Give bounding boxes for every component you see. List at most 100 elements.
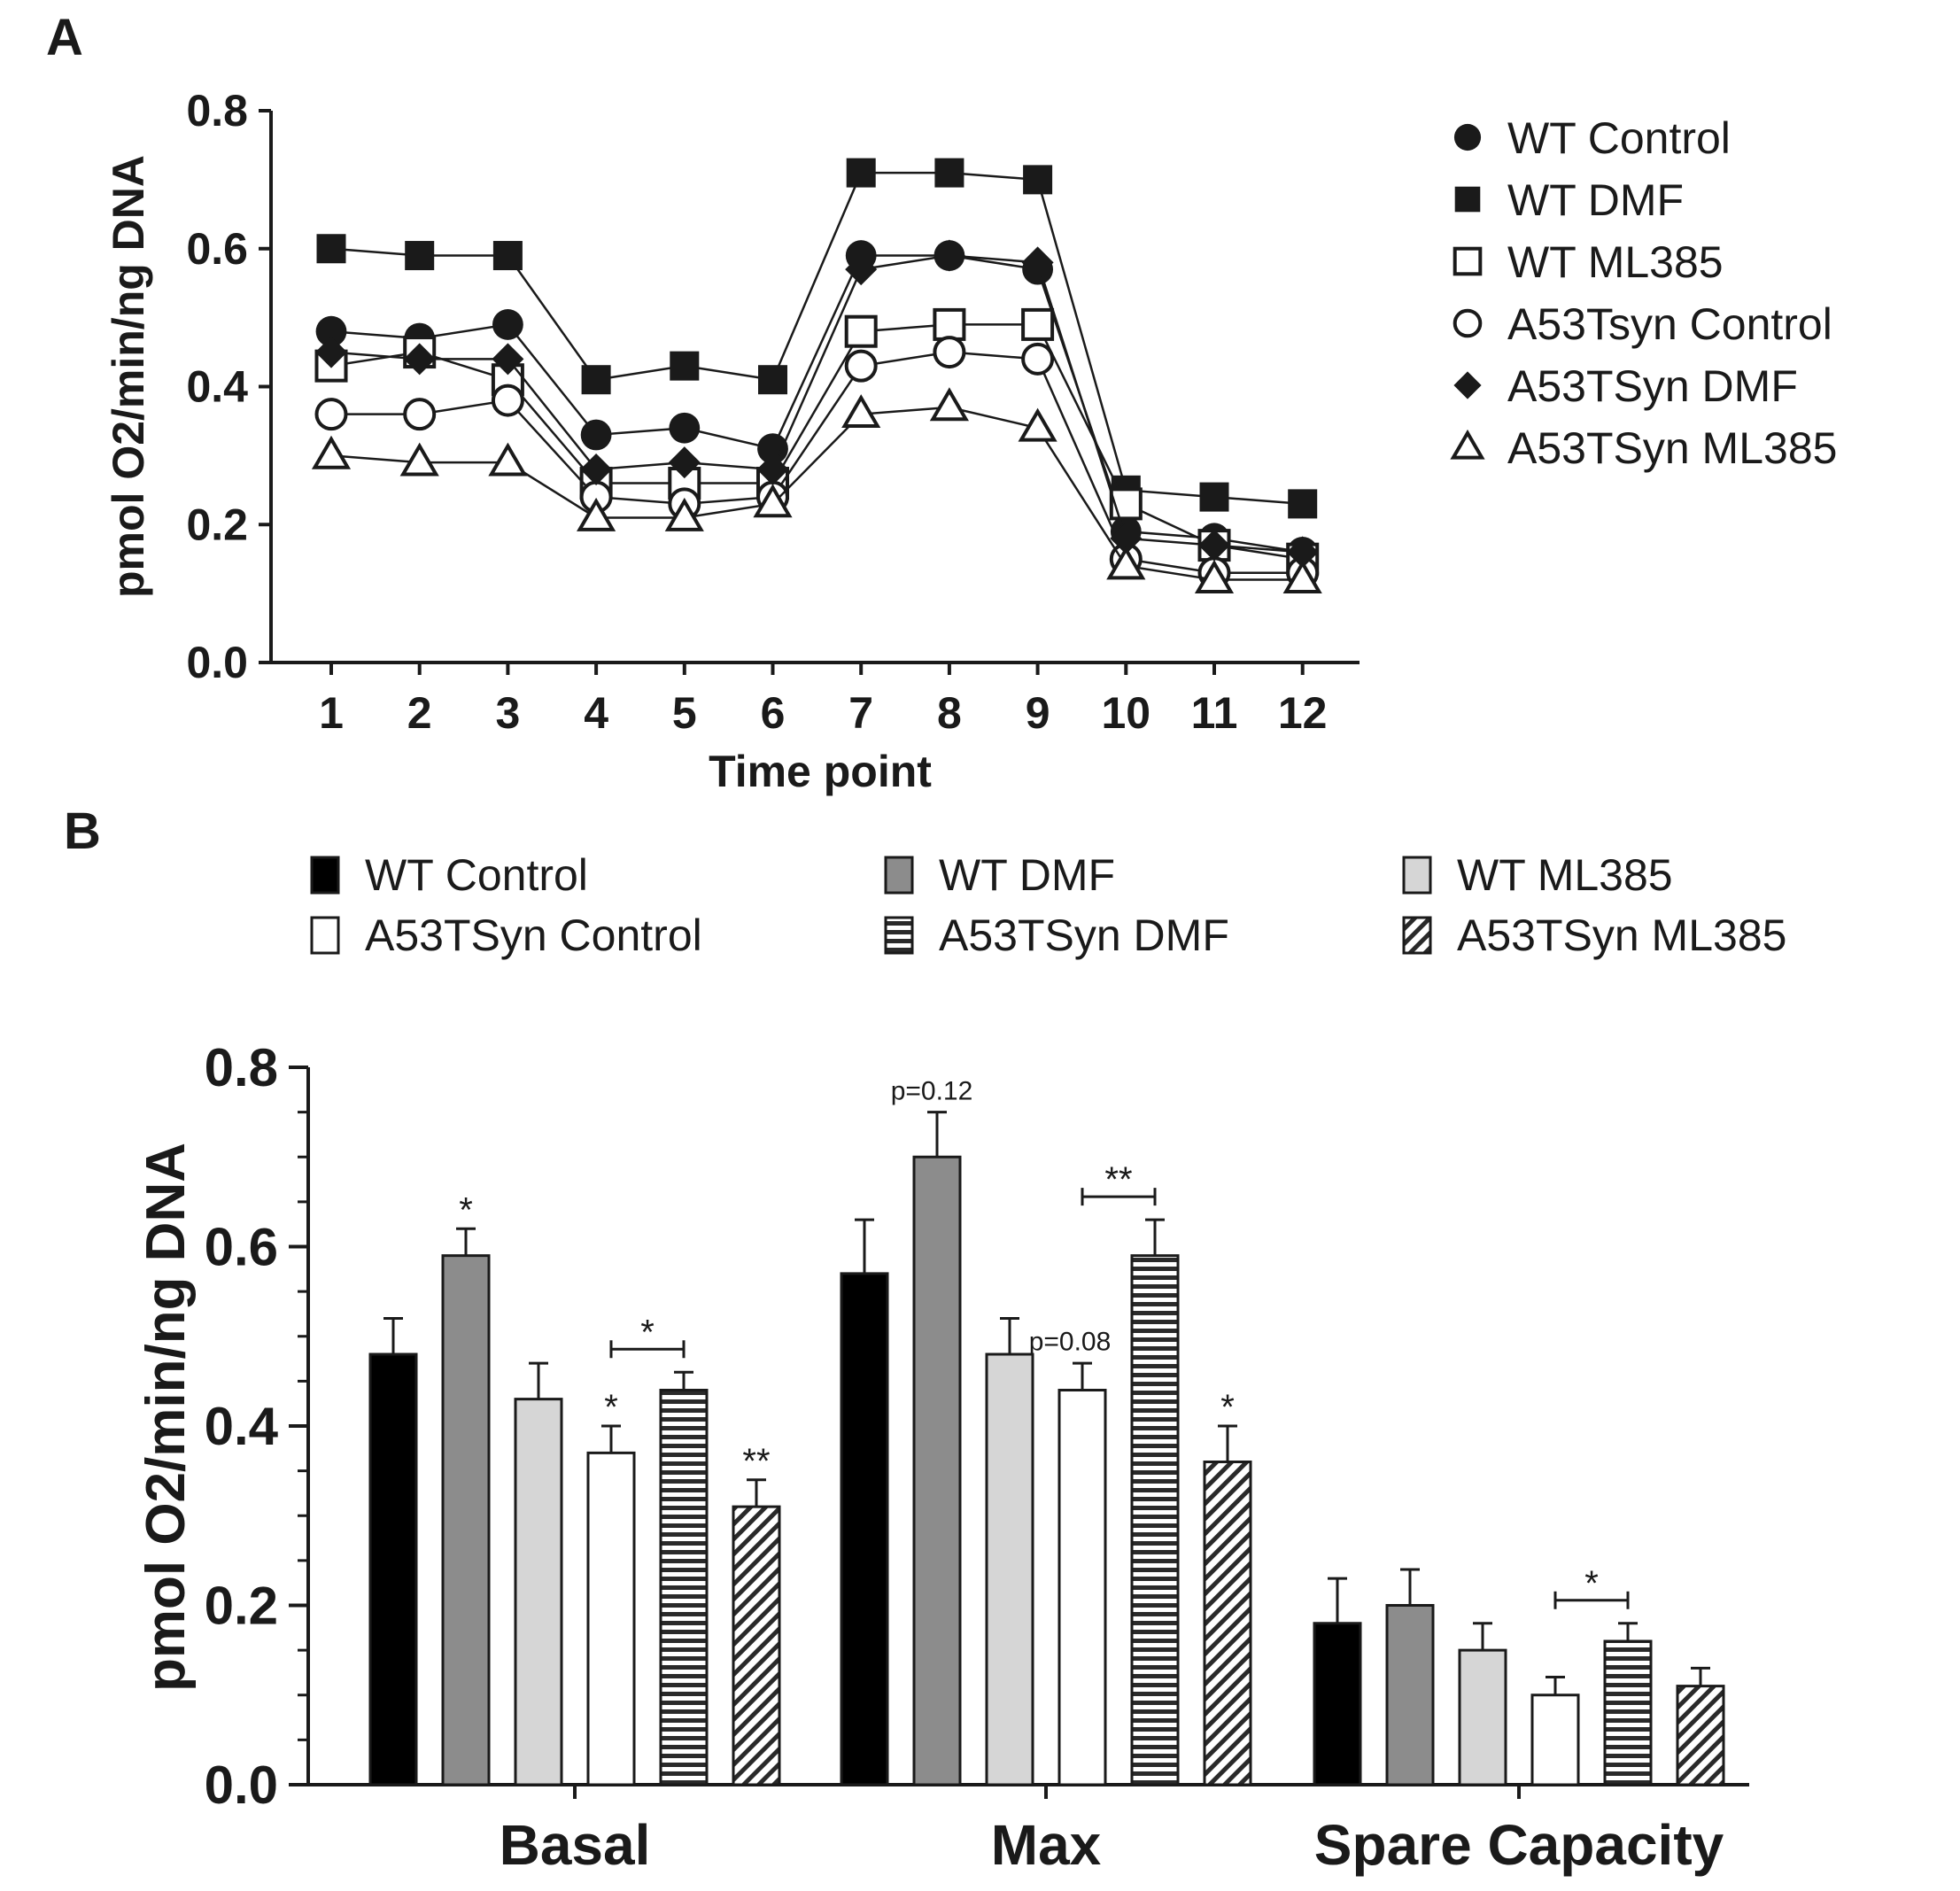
b-significance-label: *: [1584, 1564, 1599, 1603]
b-bar: [368, 1352, 418, 1786]
a-data-point: [1288, 489, 1318, 519]
a-y-tick-label: 0.0: [186, 638, 248, 687]
a-data-point: [933, 307, 966, 341]
panel-b-letter: B: [64, 802, 101, 860]
a-data-point: [492, 343, 524, 376]
a-data-point: [668, 446, 701, 479]
b-p-value-label: p=0.12: [891, 1077, 973, 1106]
b-bar: [1676, 1685, 1725, 1786]
panel-a-letter: A: [46, 9, 83, 66]
a-data-point: [403, 398, 437, 431]
a-x-axis-title: Time point: [709, 747, 932, 796]
a-data-point: [844, 349, 878, 383]
a-data-point: [670, 351, 700, 381]
b-bar: [912, 1155, 962, 1786]
a-legend-marker: [1453, 246, 1483, 276]
a-data-point: [1282, 559, 1322, 593]
a-data-point: [1021, 342, 1055, 376]
a-x-tick-label: 2: [407, 688, 432, 738]
a-x-tick-label: 5: [672, 688, 697, 738]
a-data-point: [1021, 307, 1055, 341]
a-series-line: [330, 254, 1303, 554]
a-series-line: [330, 171, 1303, 506]
a-legend-marker: [1453, 308, 1483, 338]
b-significance-label: *: [1220, 1388, 1235, 1427]
a-series-line: [330, 406, 1303, 581]
a-data-point: [758, 365, 787, 395]
b-p-value-label: p=0.08: [1029, 1328, 1112, 1357]
a-data-point: [929, 387, 969, 422]
b-y-tick-label: 0.0: [205, 1755, 278, 1815]
b-y-tick-label: 0.2: [205, 1577, 278, 1636]
a-legend-marker: [1453, 123, 1482, 151]
a-data-point: [580, 419, 612, 451]
b-significance-label: **: [1104, 1160, 1132, 1199]
a-x-tick-label: 12: [1278, 688, 1328, 738]
a-y-tick-label: 0.8: [186, 86, 248, 136]
b-bar: [1458, 1648, 1507, 1786]
a-y-tick-label: 0.4: [186, 362, 248, 412]
a-data-point: [314, 398, 348, 431]
b-bar: [1057, 1389, 1107, 1786]
a-data-point: [1023, 165, 1053, 195]
a-data-point: [1106, 546, 1146, 580]
b-legend-label: A53TSyn ML385: [1457, 911, 1786, 960]
a-x-tick-label: 9: [1026, 688, 1050, 738]
a-x-tick-label: 11: [1191, 688, 1238, 738]
a-legend-label: WT DMF: [1507, 175, 1684, 225]
b-bar: [441, 1254, 491, 1786]
a-data-point: [1286, 536, 1319, 569]
b-bar: [1385, 1604, 1435, 1786]
a-data-point: [405, 241, 435, 271]
b-bar: [586, 1451, 636, 1786]
a-data-point: [491, 384, 524, 417]
a-legend-label: WT Control: [1507, 113, 1731, 163]
a-data-point: [581, 365, 611, 395]
b-bar: [732, 1505, 781, 1786]
b-bar: [1130, 1254, 1180, 1786]
a-x-tick-label: 7: [848, 688, 873, 738]
a-legend-label: A53Tsyn Control: [1507, 299, 1832, 349]
a-data-point: [1194, 559, 1235, 593]
b-y-tick-label: 0.6: [205, 1218, 278, 1277]
a-x-tick-label: 6: [761, 688, 786, 738]
panel-b-bar-chart: 0.0 0.2 0.4 0.6 0.8 Basal Max Spare Capacity pmo…: [136, 850, 1786, 1877]
a-data-point: [1109, 487, 1143, 521]
b-bar: [514, 1398, 563, 1786]
a-data-point: [669, 412, 701, 444]
b-significance-label: *: [459, 1190, 473, 1229]
a-data-point: [1018, 407, 1057, 442]
a-legend-label: A53TSyn DMF: [1507, 361, 1798, 411]
b-category-label: Max: [991, 1813, 1102, 1877]
a-data-point: [492, 241, 523, 271]
a-data-point: [845, 253, 878, 286]
b-y-axis-title: pmol O2/min/ng DNA: [136, 1143, 197, 1692]
b-legend-label: WT DMF: [939, 850, 1115, 900]
a-x-tick-label: 3: [495, 688, 520, 738]
a-data-point: [933, 239, 965, 272]
a-data-point: [315, 315, 347, 347]
a-data-point: [1021, 246, 1054, 279]
a-legend-marker: [1450, 429, 1485, 460]
a-y-tick-label: 0.6: [186, 224, 248, 274]
b-legend-label: WT ML385: [1457, 850, 1673, 900]
a-y-axis-title: pmol O2/min/ng DNA: [104, 155, 153, 598]
b-legend-swatch: [884, 916, 914, 955]
a-data-point: [316, 234, 346, 264]
a-y-tick-label: 0.2: [186, 500, 248, 549]
b-bar: [985, 1352, 1034, 1786]
b-bar: [1313, 1622, 1362, 1786]
a-data-point: [1198, 529, 1230, 562]
b-legend-swatch: [1402, 856, 1432, 895]
a-data-point: [844, 314, 878, 348]
b-legend-swatch: [310, 856, 340, 895]
b-legend-swatch: [1402, 916, 1432, 955]
a-data-point: [492, 309, 523, 340]
b-bar: [1530, 1693, 1580, 1786]
a-series-line: [330, 254, 1303, 554]
a-data-point: [753, 484, 793, 518]
a-legend-label: WT ML385: [1507, 237, 1724, 287]
b-y-tick-label: 0.8: [205, 1038, 278, 1097]
b-bar: [659, 1389, 709, 1786]
